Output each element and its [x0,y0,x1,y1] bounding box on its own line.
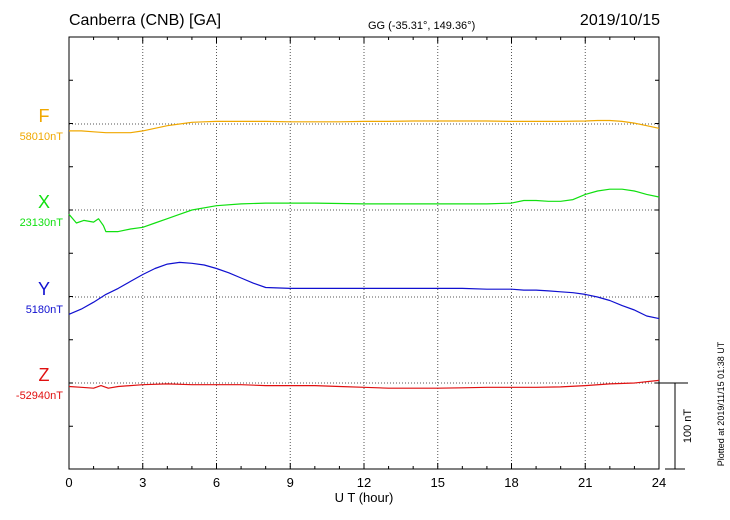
series-baseline-y: 5180nT [26,304,64,316]
x-tick-label: 12 [357,475,371,490]
series-baseline-f: 58010nT [20,131,64,143]
series-name-z: Z [39,365,50,385]
x-axis-label: U T (hour) [335,490,394,505]
grid-lines [69,37,659,469]
x-tick-label: 24 [652,475,666,490]
series-line-x [68,188,660,233]
plot-timestamp: Plotted at 2019/11/15 01:38 UT [716,341,726,466]
x-tick-label: 9 [287,475,294,490]
x-tick-labels: 0 3 6 9 12 15 18 21 24 [65,475,666,490]
x-tick-label: 18 [504,475,518,490]
x-tick-label: 3 [139,475,146,490]
series-baseline-z: -52940nT [16,390,63,402]
series-line-z [68,379,660,389]
series-line-y [68,261,660,320]
x-tick-label: 0 [65,475,72,490]
scale-bar-label: 100 nT [682,409,694,444]
chart-date: 2019/10/15 [579,12,660,29]
station-coordinates: GG (-35.31°, 149.36°) [368,20,476,32]
axis-ticks [68,36,660,469]
series-labels: F 58010nT X 23130nT Y 5180nT Z -52940nT [16,106,63,402]
series-name-y: Y [38,279,50,299]
series-name-x: X [38,192,50,212]
scale-bar: 100 nT [659,382,694,470]
series-name-f: F [39,106,50,126]
x-tick-label: 15 [431,475,445,490]
x-tick-label: 21 [578,475,592,490]
x-tick-label: 6 [213,475,220,490]
station-title: Canberra (CNB) [GA] [69,12,222,29]
series-lines [68,119,660,389]
series-line-f [69,119,660,134]
series-baseline-x: 23130nT [20,217,64,229]
